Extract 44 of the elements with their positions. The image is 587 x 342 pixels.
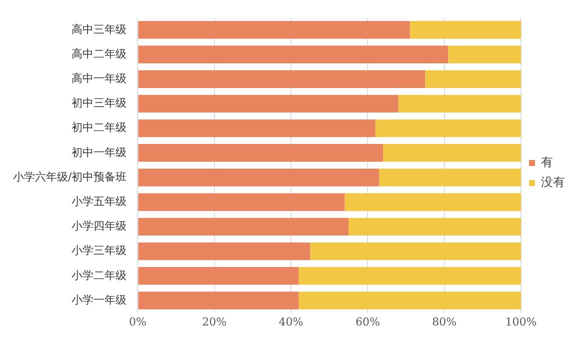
bar [138, 242, 310, 260]
bar [344, 193, 521, 211]
y-tick-label: 初中三年级 [72, 96, 127, 110]
legend-label: 没有 [541, 175, 565, 190]
bar [425, 70, 521, 88]
y-tick-label: 小学三年级 [72, 244, 127, 258]
bar [138, 218, 349, 236]
y-tick-label: 高中三年级 [72, 22, 127, 36]
y-tick-label: 小学一年级 [72, 293, 127, 306]
bar [138, 292, 299, 310]
bar [383, 144, 521, 162]
bar [138, 70, 426, 88]
x-tick-label: 40% [278, 315, 304, 328]
bar [138, 119, 376, 138]
bar [138, 21, 410, 39]
bar [298, 267, 521, 285]
x-tick-label: 100% [505, 315, 537, 328]
bar [298, 292, 521, 310]
y-tick-label: 小学五年级 [72, 194, 127, 208]
bar [138, 94, 398, 113]
legend-label: 有 [541, 155, 553, 170]
bar [448, 46, 521, 64]
y-tick-label: 小学四年级 [72, 220, 127, 233]
y-tick-label: 初中二年级 [72, 121, 127, 134]
y-tick-label: 初中一年级 [72, 146, 127, 159]
bar [138, 168, 380, 186]
bar [348, 218, 521, 236]
x-tick-label: 80% [432, 315, 457, 328]
bar [138, 144, 384, 162]
y-tick-label: 小学二年级 [72, 268, 127, 282]
bar [410, 21, 521, 39]
bar [398, 94, 521, 113]
bar [375, 119, 521, 138]
y-tick-label: 高中一年级 [72, 72, 127, 85]
bar [138, 193, 345, 211]
x-tick-label: 20% [202, 315, 227, 328]
x-tick-label: 60% [355, 315, 380, 328]
y-tick-label: 高中二年级 [72, 47, 127, 60]
bar [138, 267, 299, 285]
x-tick-label: 0% [128, 315, 146, 328]
y-tick-label: 小学六年级/初中预备班 [12, 170, 127, 184]
bar [379, 168, 521, 186]
bar [310, 242, 521, 260]
bar [138, 46, 448, 64]
